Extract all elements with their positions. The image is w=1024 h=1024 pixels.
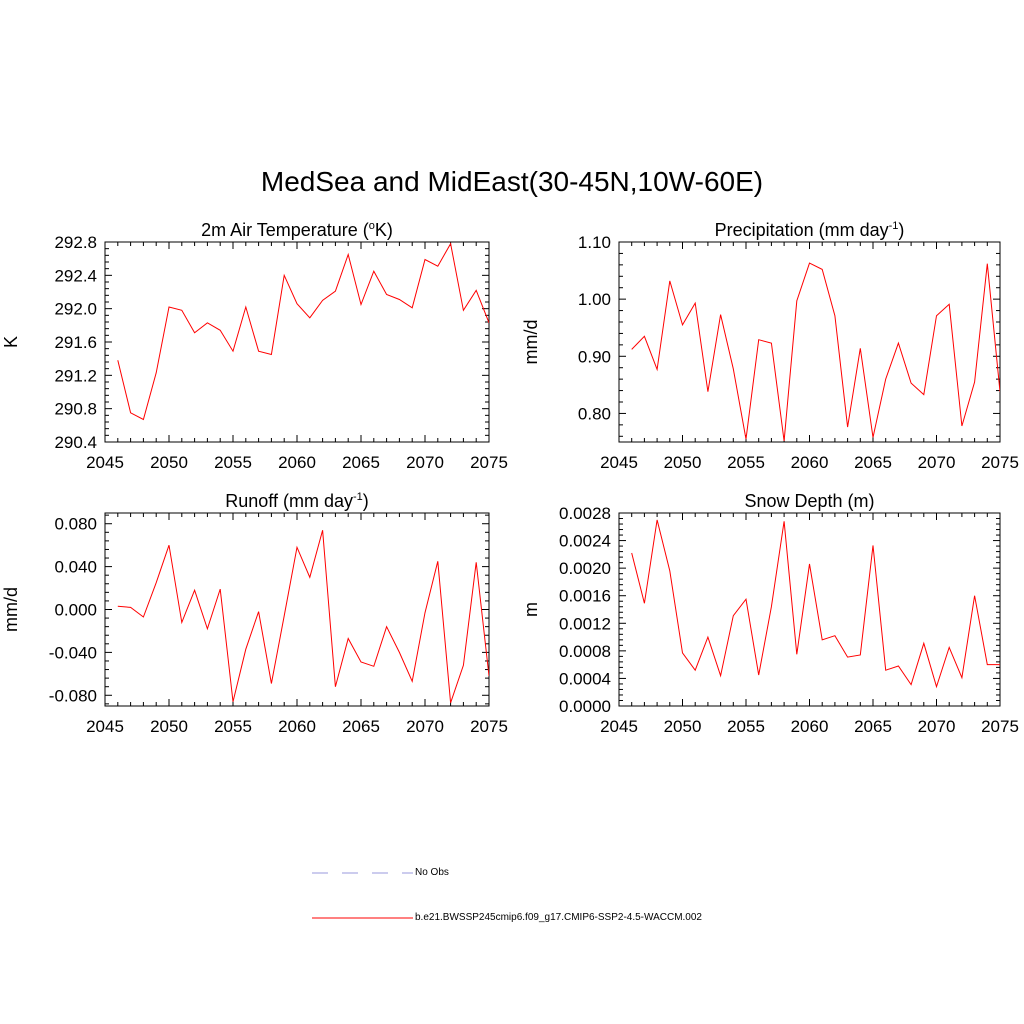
y-tick-label: 0.000 xyxy=(54,601,97,620)
panel-title: 2m Air Temperature (oK) xyxy=(201,220,393,240)
panel-title: Snow Depth (m) xyxy=(744,491,874,511)
panel-title: Precipitation (mm day-1) xyxy=(715,220,905,240)
x-tick-label: 2065 xyxy=(854,717,892,736)
x-tick-label: 2050 xyxy=(150,717,188,736)
x-tick-label: 2055 xyxy=(214,717,252,736)
y-tick-label: 292.4 xyxy=(54,266,97,285)
x-tick-label: 2060 xyxy=(278,453,316,472)
x-tick-label: 2055 xyxy=(727,717,765,736)
y-tick-label: -0.040 xyxy=(49,643,97,662)
series-line xyxy=(631,519,1000,689)
x-tick-label: 2045 xyxy=(86,717,124,736)
x-tick-label: 2065 xyxy=(342,453,380,472)
y-tick-label: 0.0028 xyxy=(559,504,611,523)
y-tick-label: 0.0020 xyxy=(559,559,611,578)
y-tick-label: 0.0012 xyxy=(559,614,611,633)
series-line xyxy=(117,242,489,421)
chart-panel-1: 2045 2050 2055 2060 2065 2070 2075 290.4 290.8 29… xyxy=(1,220,508,472)
plot-frame xyxy=(104,512,490,707)
x-tick-label: 2045 xyxy=(600,717,638,736)
x-tick-label: 2070 xyxy=(406,717,444,736)
x-tick-label: 2060 xyxy=(791,717,829,736)
x-tick-label: 2065 xyxy=(342,717,380,736)
chart-panel-2: 2045 2050 2055 2060 2065 2070 2075 0.80 0.90 1.00… xyxy=(521,220,1019,472)
x-tick-label: 2070 xyxy=(918,453,956,472)
y-axis-label: K xyxy=(1,336,21,348)
x-tick-label: 2045 xyxy=(86,453,124,472)
y-tick-label: 1.00 xyxy=(578,290,611,309)
y-tick-label: 1.10 xyxy=(578,233,611,252)
x-tick-label: 2055 xyxy=(214,453,252,472)
legend-label-obs: No Obs xyxy=(415,867,449,878)
y-tick-label: 0.0016 xyxy=(559,587,611,606)
y-tick-label: 290.4 xyxy=(54,433,97,452)
y-tick-label: 0.080 xyxy=(54,515,97,534)
x-tick-label: 2045 xyxy=(600,453,638,472)
y-tick-label: 0.80 xyxy=(578,404,611,423)
x-tick-label: 2050 xyxy=(150,453,188,472)
figure-title: MedSea and MidEast(30-45N,10W-60E) xyxy=(260,166,764,197)
y-tick-label: 290.8 xyxy=(54,400,97,419)
x-tick-label: 2065 xyxy=(854,453,892,472)
y-axis-label: mm/d xyxy=(521,320,541,365)
y-tick-label: 0.0004 xyxy=(559,669,611,688)
x-tick-label: 2070 xyxy=(406,453,444,472)
chart-panel-4: 2045 2050 2055 2060 2065 2070 2075 0.0000 0.0004… xyxy=(521,491,1019,736)
x-tick-label: 2075 xyxy=(470,453,508,472)
x-tick-label: 2050 xyxy=(664,717,702,736)
y-tick-label: 0.040 xyxy=(54,558,97,577)
y-tick-label: 291.2 xyxy=(54,366,97,385)
y-tick-label: 0.90 xyxy=(578,347,611,366)
y-tick-label: 292.8 xyxy=(54,233,97,252)
y-tick-label: 0.0000 xyxy=(559,697,611,716)
x-tick-label: 2075 xyxy=(470,717,508,736)
x-tick-label: 2060 xyxy=(791,453,829,472)
x-tick-label: 2075 xyxy=(981,453,1019,472)
y-tick-label: 0.0024 xyxy=(559,532,611,551)
y-tick-label: 292.0 xyxy=(54,300,97,319)
x-tick-label: 2050 xyxy=(664,453,702,472)
legend-label-model: b.e21.BWSSP245cmip6.f09_g17.CMIP6-SSP2-4… xyxy=(415,912,702,923)
x-tick-label: 2070 xyxy=(918,717,956,736)
y-tick-label: 0.0008 xyxy=(559,642,611,661)
panel-title: Runoff (mm day-1) xyxy=(225,491,369,511)
chart-panel-3: 2045 2050 2055 2060 2065 2070 2075 -0.080 -0.040… xyxy=(1,491,508,736)
x-tick-label: 2075 xyxy=(981,717,1019,736)
y-axis-label: mm/d xyxy=(1,587,21,632)
series-line xyxy=(631,262,1000,441)
plot-frame xyxy=(618,241,1001,443)
series-line xyxy=(117,530,489,703)
x-tick-label: 2060 xyxy=(278,717,316,736)
y-axis-label: m xyxy=(521,602,541,617)
y-tick-label: 291.6 xyxy=(54,333,97,352)
y-tick-label: -0.080 xyxy=(49,686,97,705)
x-tick-label: 2055 xyxy=(727,453,765,472)
